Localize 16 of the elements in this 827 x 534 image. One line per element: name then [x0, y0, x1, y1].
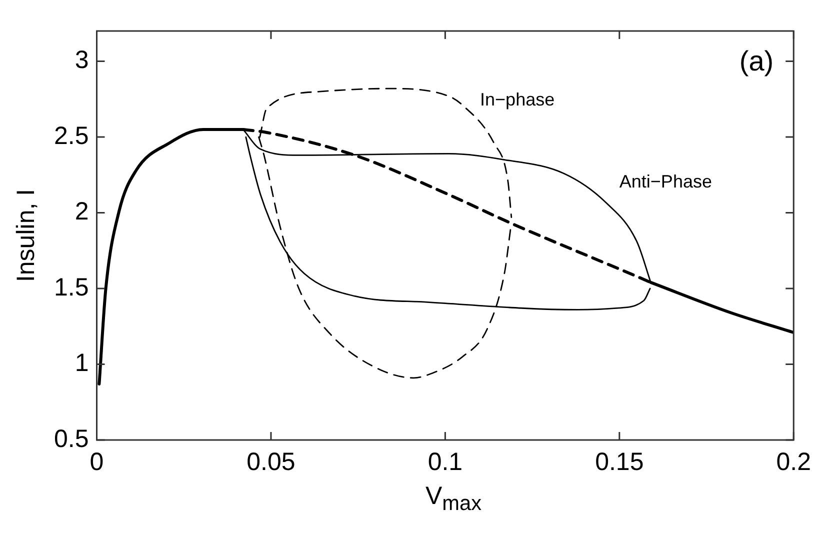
- x-tick-label: 0.05: [246, 448, 296, 476]
- y-tick-label: 3: [74, 46, 89, 74]
- x-tick-label: 0.15: [595, 448, 644, 476]
- annotation: In−phase: [480, 90, 555, 110]
- y-tick-label: 2.5: [54, 122, 89, 150]
- x-axis-title: V$_{max}$: [424, 482, 483, 516]
- annotation: Anti−Phase: [619, 171, 712, 192]
- x-tick-label: 0.1: [428, 448, 463, 476]
- x-tick-label: 0.2: [776, 448, 812, 476]
- x-tick-label: 0: [90, 448, 104, 476]
- y-tick-label: 0.5: [54, 424, 89, 453]
- y-tick-label: 1: [74, 349, 89, 378]
- y-axis-title: Insulin, I: [12, 188, 40, 282]
- y-tick-label: 2: [74, 198, 89, 226]
- annotation: (a): [739, 46, 774, 77]
- y-tick-label: 1.5: [54, 273, 89, 302]
